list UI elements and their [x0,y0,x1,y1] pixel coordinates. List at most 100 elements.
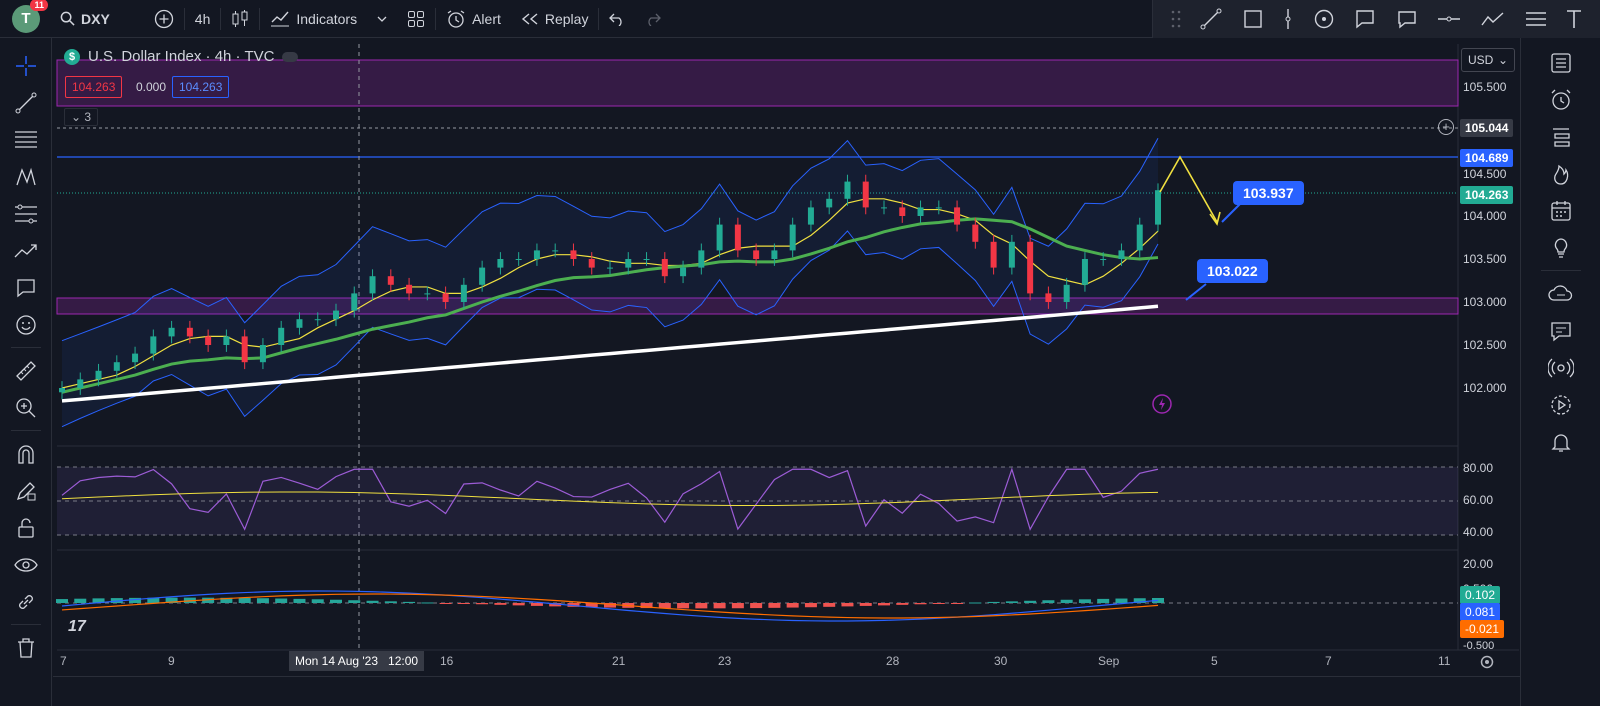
text-tool-icon[interactable] [1566,9,1582,29]
candle-body [278,327,285,345]
candle-body [716,224,723,251]
lock-tool[interactable] [8,510,44,546]
candle-body [734,224,741,251]
macd-histogram-bar [1078,599,1091,603]
link-tool[interactable] [8,584,44,620]
macd-histogram-bar [165,597,178,603]
candle-body [314,319,321,321]
time-tick: 16 [440,654,454,668]
ideas-button[interactable] [1541,229,1581,266]
alerts-button[interactable] [1541,81,1581,118]
time-tick: 30 [994,654,1008,668]
chats-button[interactable] [1541,275,1581,312]
annotation-tool[interactable] [8,270,44,306]
circle-tool-icon[interactable] [1313,8,1335,30]
last-price-label: 104.263 [1460,186,1514,204]
drag-handle-icon[interactable] [1171,8,1181,30]
macd-histogram-bar [457,603,470,604]
symbol-title[interactable]: U.S. Dollar Index · 4h · TVC [88,48,275,65]
bollinger-fill [62,138,1158,427]
ruler-tool[interactable] [8,353,44,389]
rectangle-icon[interactable] [1242,8,1264,30]
grid-icon [408,10,425,27]
zoom-tool[interactable] [8,390,44,426]
candle-body [77,379,84,388]
vertical-line-icon[interactable] [1283,8,1293,30]
market-status-icon [282,51,299,62]
object-tree-button[interactable] [1541,118,1581,155]
macd-histogram-bar [640,603,653,609]
sell-button[interactable]: 104.263 [65,76,123,98]
magnet-icon [17,445,34,464]
zigzag-arrow-icon [14,244,37,258]
crosshair-tool[interactable] [8,48,44,84]
indicators-dropdown[interactable] [367,0,397,38]
interval-button[interactable]: 4h [185,0,221,38]
redo-button[interactable] [635,0,671,38]
settings-gear-icon[interactable] [1479,654,1495,675]
time-tick: 7 [1325,654,1332,668]
callout-lower[interactable]: 103.022 [1197,259,1268,283]
trendline-icon [15,92,36,114]
magnet-tool[interactable] [8,436,44,472]
macd-histogram-bar [841,603,854,607]
comment-icon[interactable] [1396,8,1418,30]
fib-tool[interactable] [8,122,44,158]
layouts-button[interactable] [397,0,435,38]
buy-button[interactable]: 104.263 [172,76,230,98]
macd-histogram-bar [56,599,68,603]
macd-histogram-bar [366,600,379,603]
hotlists-button[interactable] [1541,155,1581,192]
search-icon [60,11,75,26]
macd-histogram-bar [1115,598,1128,603]
hide-tool[interactable] [8,547,44,583]
add-alert-plus-icon[interactable]: + [1438,119,1454,135]
indicator-count-toggle[interactable]: ⌄ 3 [64,108,99,126]
notifications-button[interactable] [1541,423,1581,460]
messages-button[interactable] [1541,312,1581,349]
time-tick: Sep [1098,654,1120,668]
callout-icon[interactable] [1354,8,1376,30]
avatar-letter: T [21,10,31,27]
stay-in-drawing-tool[interactable] [8,473,44,509]
chart-canvas[interactable] [53,44,1519,674]
candle-body [497,259,504,268]
chart-type-button[interactable] [221,0,259,38]
horizontal-line-icon[interactable] [1437,13,1461,25]
calendar-button[interactable] [1541,192,1581,229]
price-tick: 104.500 [1463,167,1507,181]
trendline-icon[interactable] [1200,8,1222,30]
watchlist-button[interactable] [1541,44,1581,81]
callout-pointer [1221,203,1241,223]
note-icon [16,279,35,298]
streams-button[interactable] [1541,349,1581,386]
undo-button[interactable] [599,0,635,38]
lightning-icon[interactable] [1151,393,1173,420]
replay-button[interactable]: Replay [511,0,599,38]
replay-panel-button[interactable] [1541,386,1581,423]
path-icon[interactable] [1481,11,1505,27]
alert-button[interactable]: Alert [436,0,511,38]
menu-lines-icon[interactable] [1525,10,1547,28]
price-tick: 105.500 [1463,80,1507,94]
currency-label: USD [1468,53,1494,67]
forecast-tool[interactable] [8,196,44,232]
brush-tool[interactable] [8,233,44,269]
user-avatar[interactable]: T 11 [12,0,48,33]
remove-tool[interactable] [8,630,44,666]
candle-body [990,241,997,268]
trendline-tool[interactable] [8,85,44,121]
emoji-tool[interactable] [8,307,44,343]
callout-upper[interactable]: 103.937 [1233,181,1304,205]
replay-icon [521,12,538,25]
divider [10,430,41,431]
trash-icon [17,638,34,658]
currency-select[interactable]: USD ⌄ [1461,48,1515,72]
compare-button[interactable] [144,0,184,38]
indicators-button[interactable]: Indicators [260,0,367,38]
chart-legend: $ U.S. Dollar Index · 4h · TVC [64,48,299,65]
symbol-search[interactable]: DXY [50,0,120,38]
pattern-tool[interactable] [8,159,44,195]
candle-body [552,250,559,252]
spread-text: 0.000 [136,80,167,94]
